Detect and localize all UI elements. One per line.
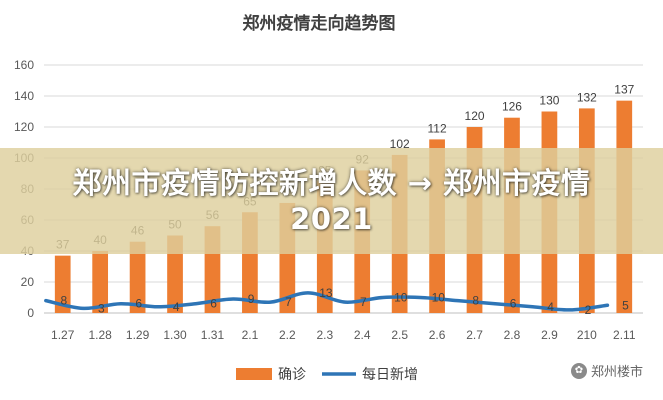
line-data-label: 2 [585, 303, 592, 317]
legend: 确诊 每日新增 [236, 367, 418, 383]
line-data-label: 5 [622, 298, 629, 312]
line-point [268, 300, 272, 304]
bar-data-label: 102 [390, 137, 410, 151]
legend-label-line: 每日新增 [362, 367, 418, 383]
x-tick-label: 2.8 [504, 328, 521, 342]
bar [54, 255, 71, 313]
line-point [306, 291, 310, 295]
line-point [194, 302, 198, 306]
line-series-path [44, 291, 610, 312]
bar-data-label: 120 [465, 109, 485, 123]
line-data-label: 6 [210, 297, 217, 311]
line-data-label: 9 [248, 292, 255, 306]
chart-title: 郑州疫情走向趋势图 [243, 13, 396, 34]
y-tick-label: 120 [14, 120, 34, 134]
line-data-labels: 8 3 6 4 6 9 7 13 7 10 10 8 6 4 2 5 [61, 286, 630, 317]
x-tick-label: 2.11 [613, 328, 636, 342]
x-tick-label: 1.30 [163, 328, 187, 342]
bar-data-label: 137 [614, 83, 634, 97]
bar-data-label: 112 [428, 121, 447, 135]
x-tick-label: 2.7 [466, 328, 483, 342]
line-data-label: 4 [173, 300, 180, 314]
x-tick-label: 2.3 [316, 328, 333, 342]
line-data-label: 8 [61, 294, 68, 308]
x-tick-label: 2.9 [541, 328, 558, 342]
line-point [493, 302, 497, 306]
line-point [81, 306, 85, 310]
y-tick-label: 0 [27, 306, 34, 320]
bar-data-label: 126 [502, 100, 522, 114]
x-tick-label: 2.6 [429, 328, 446, 342]
line-data-label: 6 [135, 297, 142, 311]
overlay-banner: 郑州市疫情防控新增人数 → 郑州市疫情2021 [0, 148, 663, 254]
x-tick-label: 1.28 [88, 328, 112, 342]
line-point [418, 296, 422, 299]
x-tick-label: 2.5 [391, 328, 408, 342]
line-data-label: 4 [547, 300, 554, 314]
legend-label-bar: 确诊 [278, 367, 306, 383]
y-tick-label: 20 [21, 275, 35, 289]
wechat-icon: ✿ [570, 362, 587, 379]
line-point [605, 303, 609, 307]
line-point [119, 302, 123, 306]
line-data-label: 10 [432, 291, 446, 305]
line-point [156, 305, 160, 309]
line-point [343, 300, 347, 304]
legend-swatch-bar [236, 368, 272, 380]
bar [92, 251, 109, 313]
bar-data-label: 130 [539, 94, 559, 108]
line-point [381, 296, 385, 299]
line-point [44, 299, 48, 303]
x-tick-label: 1.31 [201, 328, 225, 342]
watermark: ✿ 郑州楼市 [570, 361, 643, 380]
overlay-headline: 郑州市疫情防控新增人数 → 郑州市疫情2021 [72, 166, 591, 236]
line-point [568, 308, 572, 312]
line-data-label: 6 [510, 297, 517, 311]
x-axis-ticks: 1.27 1.28 1.29 1.30 1.31 2.1 2.2 2.3 2.4 2.5 2.6 2.… [51, 328, 636, 342]
bar-data-label: 132 [577, 90, 597, 104]
x-tick-label: 210 [577, 328, 597, 342]
line-data-label: 7 [285, 295, 292, 309]
line-data-label: 8 [472, 294, 479, 308]
y-tick-label: 140 [14, 89, 34, 103]
bar [129, 241, 146, 313]
line-point [531, 305, 535, 309]
line-data-label: 7 [360, 295, 367, 309]
x-tick-label: 1.29 [126, 328, 150, 342]
x-tick-label: 2.2 [279, 328, 296, 342]
line-data-label: 10 [394, 291, 408, 305]
line-series [44, 291, 610, 312]
x-tick-label: 2.4 [354, 328, 371, 342]
line-data-label: 13 [319, 286, 333, 300]
y-tick-label: 160 [14, 58, 34, 72]
line-data-label: 3 [98, 301, 105, 315]
bar [167, 235, 183, 313]
line-point [231, 297, 235, 301]
watermark-label: 郑州楼市 [590, 365, 643, 380]
x-tick-label: 2.1 [242, 328, 259, 342]
line-point [456, 299, 460, 303]
x-tick-label: 1.27 [51, 328, 75, 342]
